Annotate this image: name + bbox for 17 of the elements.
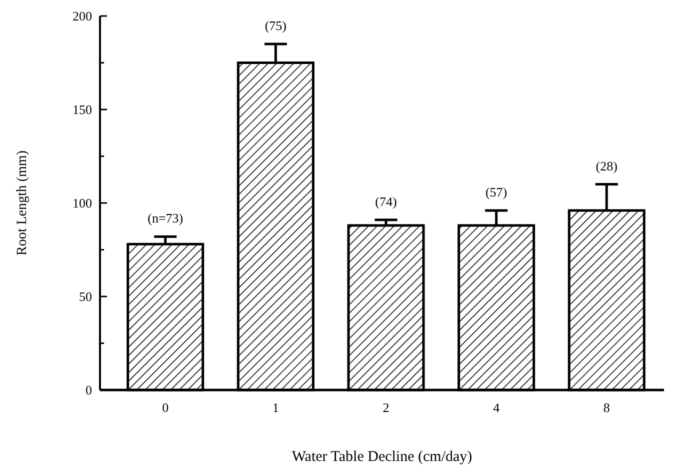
annotation: (75) [264, 18, 287, 34]
y-tick-label: 150 [72, 102, 92, 118]
annotation: (57) [485, 184, 508, 200]
x-tick-label: 0 [162, 400, 169, 415]
y-tick-label: 200 [72, 8, 92, 24]
y-tick-label: 0 [86, 382, 92, 398]
annotation: (n=73) [148, 210, 184, 226]
x-tick-label: 1 [272, 400, 279, 415]
x-tick-label: 4 [493, 400, 500, 415]
x-axis-title: Water Table Decline (cm/day) [292, 449, 472, 465]
y-tick-label: 100 [72, 196, 92, 211]
y-tick-label: 50 [79, 289, 92, 304]
y-axis-title: Root Length (mm) [15, 150, 30, 256]
x-tick-label: 8 [603, 400, 610, 415]
annotation: (74) [375, 194, 397, 209]
x-tick-label: 2 [382, 400, 390, 415]
annotation: (28) [596, 158, 618, 174]
